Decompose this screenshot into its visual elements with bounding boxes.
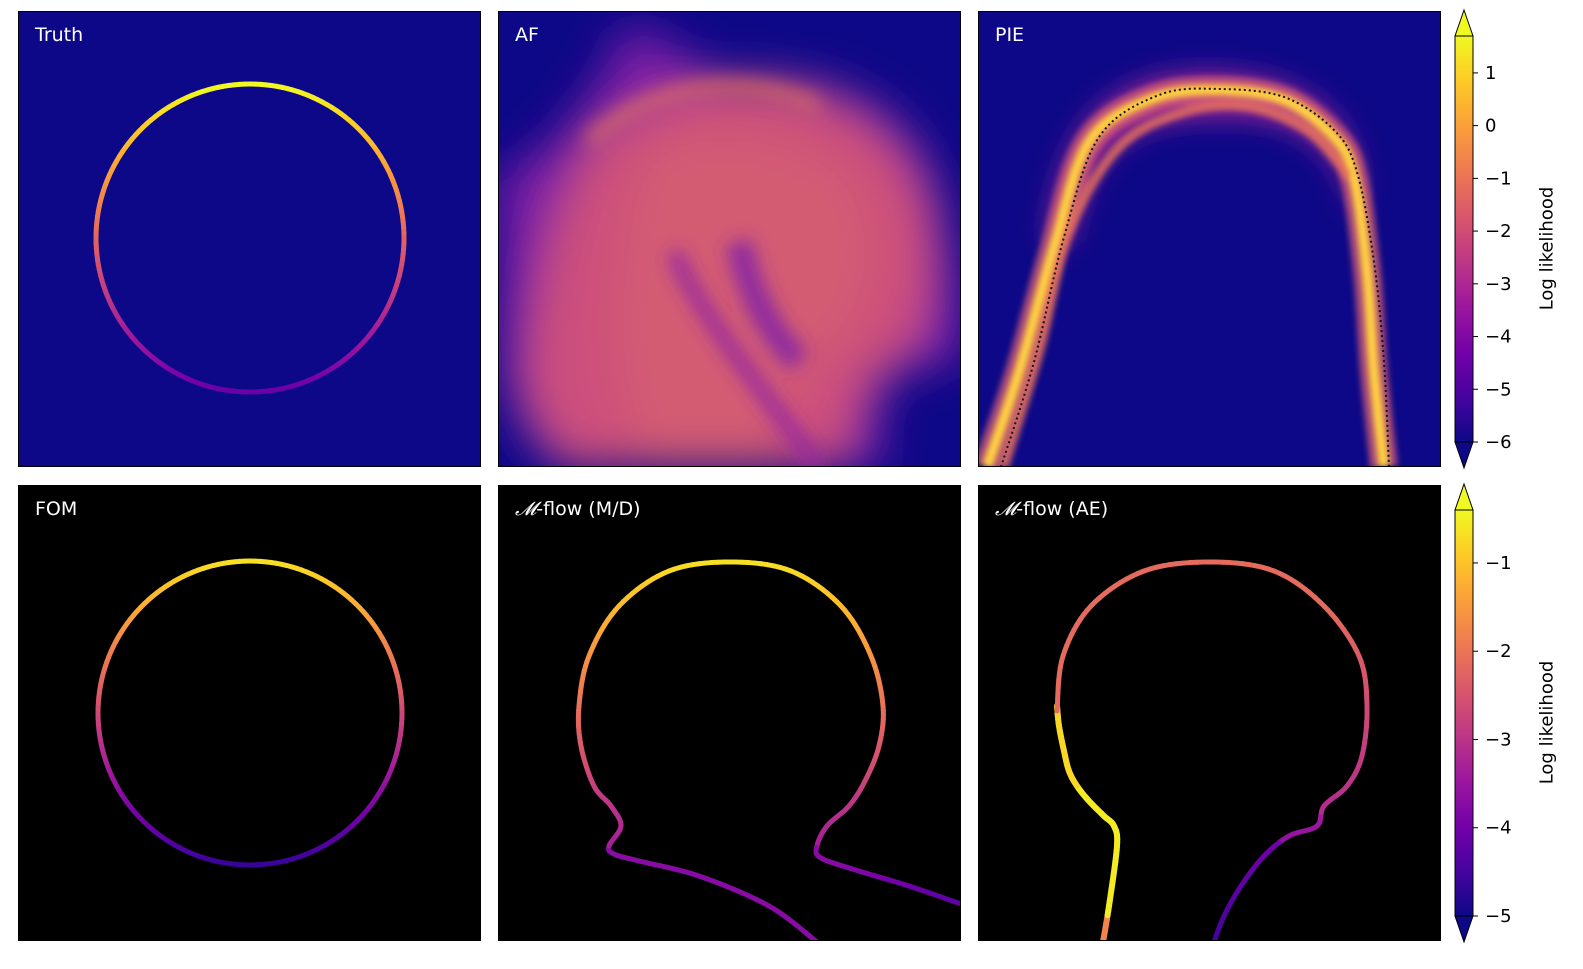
- curve-segment: [955, 900, 960, 907]
- af-streaks: [584, 80, 826, 466]
- panel-fom: FOM: [18, 485, 481, 941]
- mflow-ae-manifold-plot: [979, 486, 1440, 940]
- mflow-md-manifold-plot: [499, 486, 960, 940]
- mflow-ae-left-branch: [1054, 703, 1121, 940]
- colorbar-tick-label: −3: [1485, 274, 1512, 295]
- colorbar-tick-label: −3: [1485, 729, 1512, 750]
- af-streak: [584, 80, 822, 147]
- panel-title-fom: FOM: [35, 498, 78, 520]
- math-m-symbol: 𝓜: [515, 498, 537, 520]
- plot-background: [19, 486, 480, 940]
- plot-background: [19, 12, 480, 466]
- fom-manifold-plot: [19, 486, 480, 940]
- colorbar-tick-label: 1: [1485, 63, 1496, 84]
- colorbar-top-scale: −6 −5 −4 −3 −2 −1 0 1: [1454, 8, 1512, 470]
- colorbar-tick-label: −4: [1485, 327, 1512, 348]
- panel-title-pie: PIE: [995, 24, 1025, 46]
- panel-title-truth: Truth: [35, 24, 84, 46]
- colorbar-top-label: Log likelihood: [1536, 186, 1558, 311]
- colorbar-gradient: [1454, 35, 1474, 443]
- panel-truth: Truth: [18, 11, 481, 467]
- colorbar-bottom: −5 −4 −3 −2 −1 Log likelihood: [1454, 482, 1583, 944]
- pie-band: [979, 75, 1398, 466]
- plot-background: [979, 486, 1440, 940]
- panel-title-mflow-md: 𝓜-flow (M/D): [515, 498, 641, 520]
- panel-pie: PIE: [978, 11, 1441, 467]
- panel-af: AF: [498, 11, 961, 467]
- colorbar-tick-label: −5: [1485, 379, 1512, 400]
- colorbar-extend-max: [1454, 8, 1474, 37]
- fom-manifold-curve: [95, 558, 405, 868]
- pie-band-core: [984, 87, 1387, 466]
- colorbar-tick-label: −4: [1485, 818, 1512, 839]
- af-density-plot: [499, 12, 960, 466]
- colorbar-tick-label: 0: [1485, 116, 1496, 137]
- truth-density-plot: [19, 12, 480, 466]
- colorbar-tick-label: −1: [1485, 168, 1512, 189]
- colorbar-tick-label: −5: [1485, 906, 1512, 927]
- panel-title-af: AF: [515, 24, 539, 46]
- pie-band-secondary: [999, 100, 1353, 466]
- colorbar-bottom-label: Log likelihood: [1536, 660, 1558, 785]
- colorbar-tick-label: −6: [1485, 432, 1512, 453]
- mflow-ae-main-arc: [1054, 559, 1370, 940]
- colorbar-extend-max: [1454, 482, 1474, 511]
- af-streak: [726, 239, 809, 372]
- panel-mflow-md: 𝓜-flow (M/D): [498, 485, 961, 941]
- colorbar-extend-min: [1454, 915, 1474, 944]
- colorbar-gradient: [1454, 509, 1474, 917]
- pie-density-plot: [979, 12, 1440, 466]
- panel-mflow-ae: 𝓜-flow (AE): [978, 485, 1441, 941]
- colorbar-tick-label: −2: [1485, 641, 1512, 662]
- colorbar-bottom-scale: −5 −4 −3 −2 −1: [1454, 482, 1512, 944]
- colorbar-tick-label: −2: [1485, 221, 1512, 242]
- colorbar-tick-label: −1: [1485, 553, 1512, 574]
- mflow-md-manifold-curve: [575, 559, 960, 940]
- panel-title-mflow-ae: 𝓜-flow (AE): [995, 498, 1109, 520]
- curve-segment: [1212, 937, 1218, 940]
- curve-segment: [811, 937, 819, 940]
- colorbar-top: −6 −5 −4 −3 −2 −1 0 1 Log likelihood: [1454, 8, 1583, 470]
- colorbar-extend-min: [1454, 441, 1474, 470]
- plot-background: [499, 486, 960, 940]
- af-streak: [666, 248, 826, 466]
- truth-ring: [93, 81, 407, 395]
- math-m-symbol: 𝓜: [995, 498, 1017, 520]
